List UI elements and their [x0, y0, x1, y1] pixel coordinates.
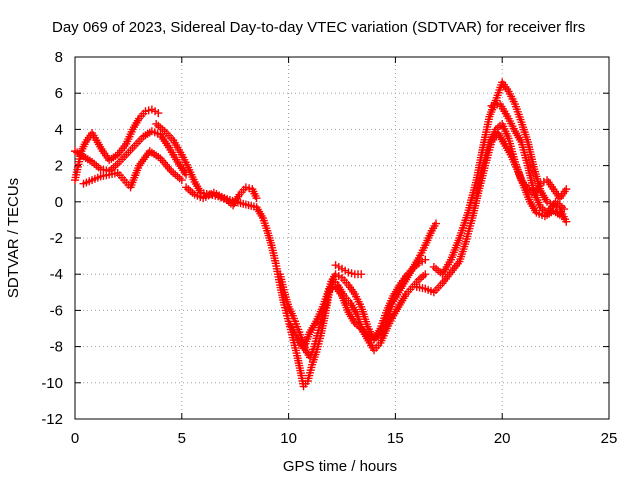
- y-tick-label: -10: [41, 375, 63, 392]
- y-tick-label: 6: [55, 85, 63, 102]
- y-tick-label: 8: [55, 49, 63, 66]
- x-tick-label: 10: [280, 430, 297, 447]
- y-tick-label: -6: [50, 302, 63, 319]
- chart-title: Day 069 of 2023, Sidereal Day-to-day VTE…: [52, 19, 585, 36]
- data-point: [154, 109, 163, 118]
- data-point: [421, 255, 430, 264]
- y-tick-label: 0: [55, 194, 63, 211]
- axis-frame: [74, 56, 610, 420]
- y-tick-label: -12: [41, 411, 63, 428]
- x-axis-label: GPS time / hours: [283, 458, 397, 475]
- y-tick-label: 4: [55, 121, 63, 138]
- y-axis-label: SDTVAR / TECUs: [5, 178, 22, 298]
- data-point: [357, 270, 366, 279]
- x-tick-label: 20: [494, 430, 511, 447]
- y-tick-label: 2: [55, 158, 63, 175]
- data-series: [71, 78, 571, 391]
- tick-labels: 0 5 10 15 20 25 -12 -10 -8 -6 -4 -2 0 2 4 6 8: [41, 49, 617, 447]
- data-point: [421, 270, 430, 279]
- y-tick-label: -8: [50, 339, 63, 356]
- x-tick-label: 25: [601, 430, 618, 447]
- y-tick-label: -4: [50, 266, 63, 283]
- x-tick-label: 0: [71, 430, 79, 447]
- data-point: [562, 185, 571, 194]
- y-tick-label: -2: [50, 230, 63, 247]
- data-point: [177, 176, 186, 185]
- data-point: [252, 194, 261, 203]
- data-point: [560, 205, 569, 214]
- data-point: [562, 217, 571, 226]
- data-point: [431, 219, 440, 228]
- plot-border: [74, 56, 610, 420]
- x-tick-label: 5: [178, 430, 186, 447]
- x-tick-label: 15: [387, 430, 404, 447]
